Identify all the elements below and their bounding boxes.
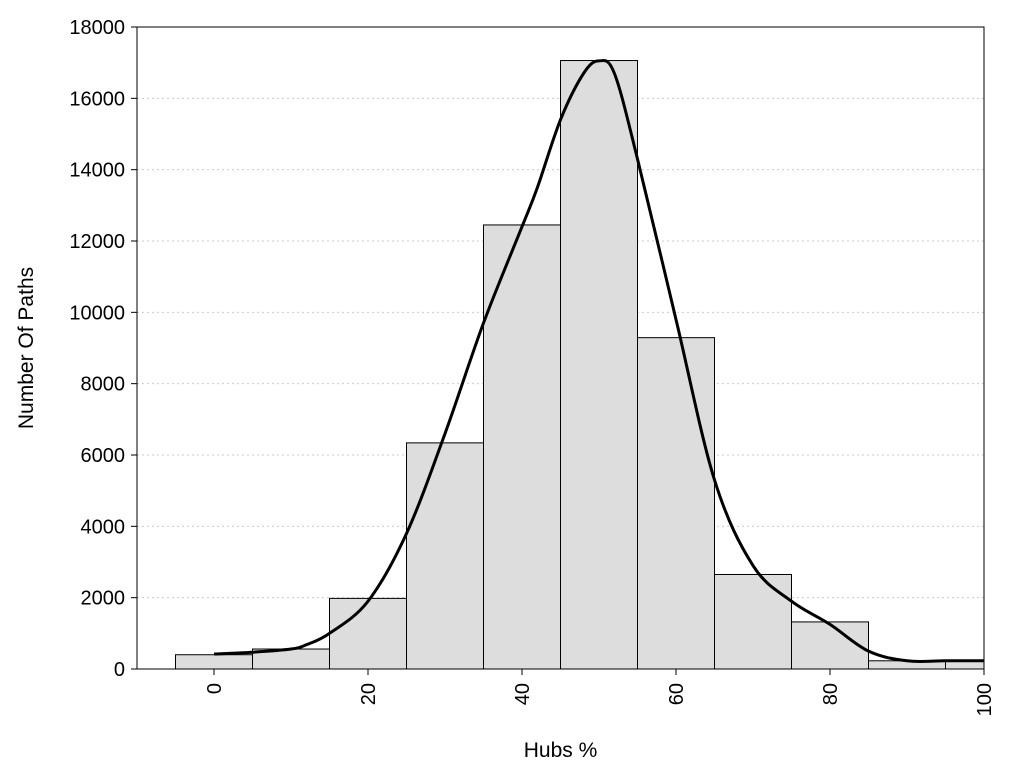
x-tick-label: 80 (820, 683, 842, 705)
x-tick-label: 60 (666, 683, 688, 705)
y-tick-label: 12000 (69, 231, 125, 253)
y-axis-label: Number Of Paths (15, 267, 38, 429)
histogram-bar (406, 442, 484, 670)
y-tick-label: 8000 (81, 374, 126, 396)
histogram-bar (560, 60, 638, 670)
x-axis-ticks: 0 20 40 60 80 100 (204, 669, 996, 716)
histogram-bar (329, 597, 407, 670)
y-tick-label: 18000 (69, 17, 125, 39)
grid-lines (137, 97, 984, 599)
y-tick-label: 0 (114, 659, 125, 681)
y-tick-label: 10000 (69, 302, 125, 324)
x-axis-label: Hubs % (524, 739, 598, 762)
x-tick-label: 20 (358, 683, 380, 705)
x-tick-label: 100 (974, 683, 996, 716)
histogram-bar (637, 337, 715, 670)
x-tick-label: 0 (204, 683, 226, 694)
y-axis-ticks: 0 2000 4000 6000 8000 10000 12000 14000 16000 180… (69, 17, 137, 681)
y-tick-label: 14000 (69, 160, 125, 182)
plot-frame (136, 26, 985, 670)
histogram-bars (175, 60, 985, 670)
density-curve (213, 59, 984, 664)
y-tick-label: 16000 (69, 88, 125, 110)
histogram-bar (714, 573, 792, 670)
y-tick-label: 4000 (81, 516, 126, 538)
x-tick-label: 40 (512, 683, 534, 705)
y-tick-label: 2000 (81, 588, 126, 610)
histogram-bar (175, 654, 253, 670)
histogram-bar (791, 621, 869, 670)
y-tick-label: 6000 (81, 445, 126, 467)
